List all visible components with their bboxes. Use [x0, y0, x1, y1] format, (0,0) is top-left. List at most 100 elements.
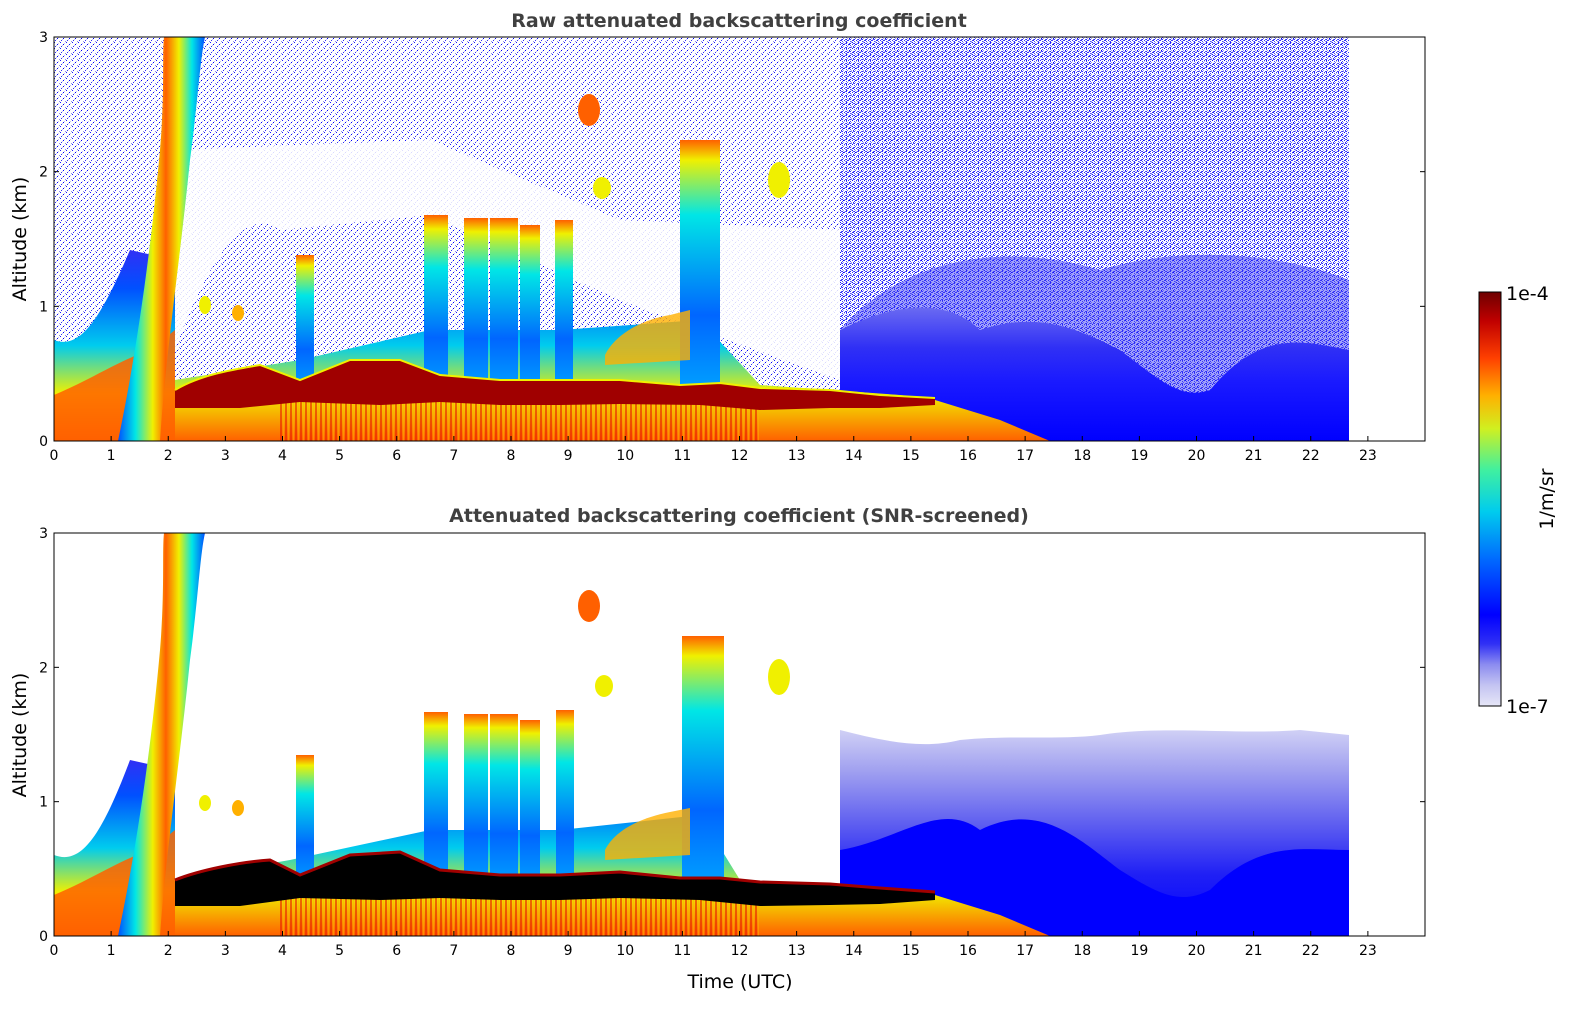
chart-title: Raw attenuated backscattering coefficien…: [511, 10, 967, 32]
y-axis-label: Altitude (km): [9, 177, 31, 302]
cloud-layer-edge: [174, 359, 936, 399]
convective-column: [520, 720, 540, 885]
night-boundary-layer: [840, 307, 1349, 441]
elevated-cloud: [578, 94, 600, 126]
colorbar-gradient: [1479, 292, 1501, 706]
elevated-cloud: [768, 659, 790, 695]
x-tick-label: 16: [959, 943, 977, 959]
x-tick-label: 15: [902, 448, 920, 464]
y-tick-label: 2: [39, 660, 48, 676]
x-tick-label: 8: [507, 448, 516, 464]
x-tick-label: 22: [1302, 943, 1320, 959]
y-tick-label: 3: [39, 30, 48, 46]
x-tick-label: 11: [673, 943, 691, 959]
x-tick-label: 1: [107, 448, 116, 464]
convective-column: [464, 714, 488, 885]
x-tick-label: 2: [164, 448, 173, 464]
x-tick-label: 2: [164, 943, 173, 959]
convective-column: [296, 255, 314, 390]
x-tick-label: 4: [278, 943, 287, 959]
x-tick-label: 3: [221, 943, 230, 959]
chart-title: Attenuated backscattering coefficient (S…: [449, 505, 1029, 527]
x-tick-label: 1: [107, 943, 116, 959]
x-tick-label: 17: [1016, 448, 1034, 464]
x-tick-label: 3: [221, 448, 230, 464]
x-tick-label: 23: [1359, 943, 1377, 959]
x-tick-label: 20: [1188, 448, 1206, 464]
x-tick-label: 12: [731, 943, 749, 959]
elevated-cloud: [578, 590, 600, 622]
x-tick-label: 6: [392, 943, 401, 959]
x-tick-label: 11: [673, 448, 691, 464]
x-tick-label: 7: [449, 943, 458, 959]
axis-ticks: 0 1 2 3 4 5 6 7 8 9 10 11 12 13 14 15 16 17 18 19 20 21 22 2301…: [39, 526, 1425, 959]
x-tick-label: 0: [50, 448, 59, 464]
x-tick-label: 0: [50, 943, 59, 959]
x-tick-label: 10: [616, 448, 634, 464]
colorbar-unit-label: 1/m/sr: [1536, 468, 1558, 529]
x-axis-label: Time (UTC): [686, 971, 792, 993]
aerosol-plume: [118, 533, 205, 936]
saturated-cloud-layer: [175, 852, 935, 906]
convective-column: [490, 714, 518, 885]
elevated-cloud: [593, 177, 611, 199]
axis-ticks: 0 1 2 3 4 5 6 7 8 9 10 11 12 13 14 15 16 17 18 19 20 21 22 2301…: [39, 30, 1425, 464]
convective-column: [296, 755, 314, 885]
y-tick-label: 1: [39, 299, 48, 315]
elevated-cloud: [768, 162, 790, 198]
panel-screened: Attenuated backscattering coefficient (S…: [9, 505, 1426, 993]
y-tick-label: 1: [39, 795, 48, 811]
x-tick-label: 4: [278, 448, 287, 464]
colorbar-min-label: 1e-7: [1506, 696, 1549, 718]
x-tick-label: 12: [731, 448, 749, 464]
x-tick-label: 21: [1245, 943, 1263, 959]
y-tick-label: 2: [39, 165, 48, 181]
x-tick-label: 19: [1130, 943, 1148, 959]
convective-column: [520, 225, 540, 390]
x-tick-label: 8: [507, 943, 516, 959]
x-tick-label: 23: [1359, 448, 1377, 464]
x-tick-label: 5: [335, 448, 344, 464]
heatmap-screened: [54, 533, 1349, 936]
x-tick-label: 22: [1302, 448, 1320, 464]
y-axis-label: Altitude (km): [9, 673, 31, 798]
x-tick-label: 19: [1130, 448, 1148, 464]
mid-cloud: [605, 310, 690, 365]
x-tick-label: 20: [1188, 943, 1206, 959]
panel-raw: Raw attenuated backscattering coefficien…: [9, 10, 1426, 464]
x-tick-label: 14: [845, 448, 863, 464]
convective-column: [464, 218, 488, 390]
saturated-cloud-edge: [174, 850, 936, 894]
colorbar-max-label: 1e-4: [1506, 283, 1549, 305]
x-tick-label: 15: [902, 943, 920, 959]
x-tick-label: 6: [392, 448, 401, 464]
elevated-cloud: [232, 305, 244, 321]
x-tick-label: 18: [1073, 943, 1091, 959]
x-tick-label: 18: [1073, 448, 1091, 464]
x-tick-label: 5: [335, 943, 344, 959]
convective-column: [424, 215, 448, 390]
convective-column: [490, 218, 518, 390]
y-tick-label: 0: [39, 929, 48, 945]
x-tick-label: 21: [1245, 448, 1263, 464]
colorbar-frame: [1478, 291, 1502, 707]
x-tick-label: 13: [788, 448, 806, 464]
colorbar: 1e-4 1e-7 1/m/sr: [1478, 283, 1558, 718]
convective-column: [555, 220, 573, 390]
cloud-layer: [175, 360, 935, 410]
x-tick-label: 17: [1016, 943, 1034, 959]
x-tick-label: 7: [449, 448, 458, 464]
x-tick-label: 9: [564, 943, 573, 959]
x-tick-label: 9: [564, 448, 573, 464]
elevated-cloud: [595, 675, 613, 697]
elevated-cloud: [199, 296, 211, 314]
y-tick-label: 0: [39, 434, 48, 450]
convective-column: [556, 710, 574, 885]
x-tick-label: 10: [616, 943, 634, 959]
elevated-cloud: [232, 800, 244, 816]
y-tick-label: 3: [39, 526, 48, 542]
convective-column: [424, 712, 448, 885]
x-tick-label: 13: [788, 943, 806, 959]
heatmap-raw: [54, 37, 1349, 441]
